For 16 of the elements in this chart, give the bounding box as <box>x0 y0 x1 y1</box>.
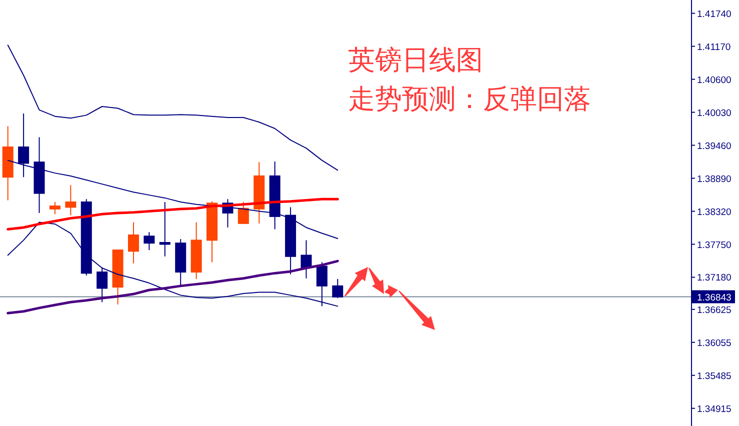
y-tick-label: 1.39460 <box>697 140 732 152</box>
y-tick-label: 1.37750 <box>697 240 732 251</box>
y-tick-label: 1.35485 <box>697 370 732 382</box>
subtitle: 走势预测：反弹回落 <box>348 84 591 115</box>
y-tick-label: 1.41170 <box>697 42 731 53</box>
y-tick-label: 1.38890 <box>697 174 732 185</box>
y-tick-label: 1.36055 <box>697 338 732 349</box>
ref-line-label: 1.36843 <box>697 292 732 304</box>
title: 英镑日线图 <box>348 45 483 76</box>
y-tick-label: 1.41740 <box>697 8 732 20</box>
y-tick-label: 1.34915 <box>697 404 732 415</box>
y-tick-label: 1.40030 <box>697 108 732 119</box>
y-tick-label: 1.38320 <box>697 206 732 218</box>
y-tick-label: 1.37180 <box>697 272 732 284</box>
y-tick-label: 1.40600 <box>697 74 732 86</box>
y-tick-label: 1.36625 <box>697 304 732 316</box>
